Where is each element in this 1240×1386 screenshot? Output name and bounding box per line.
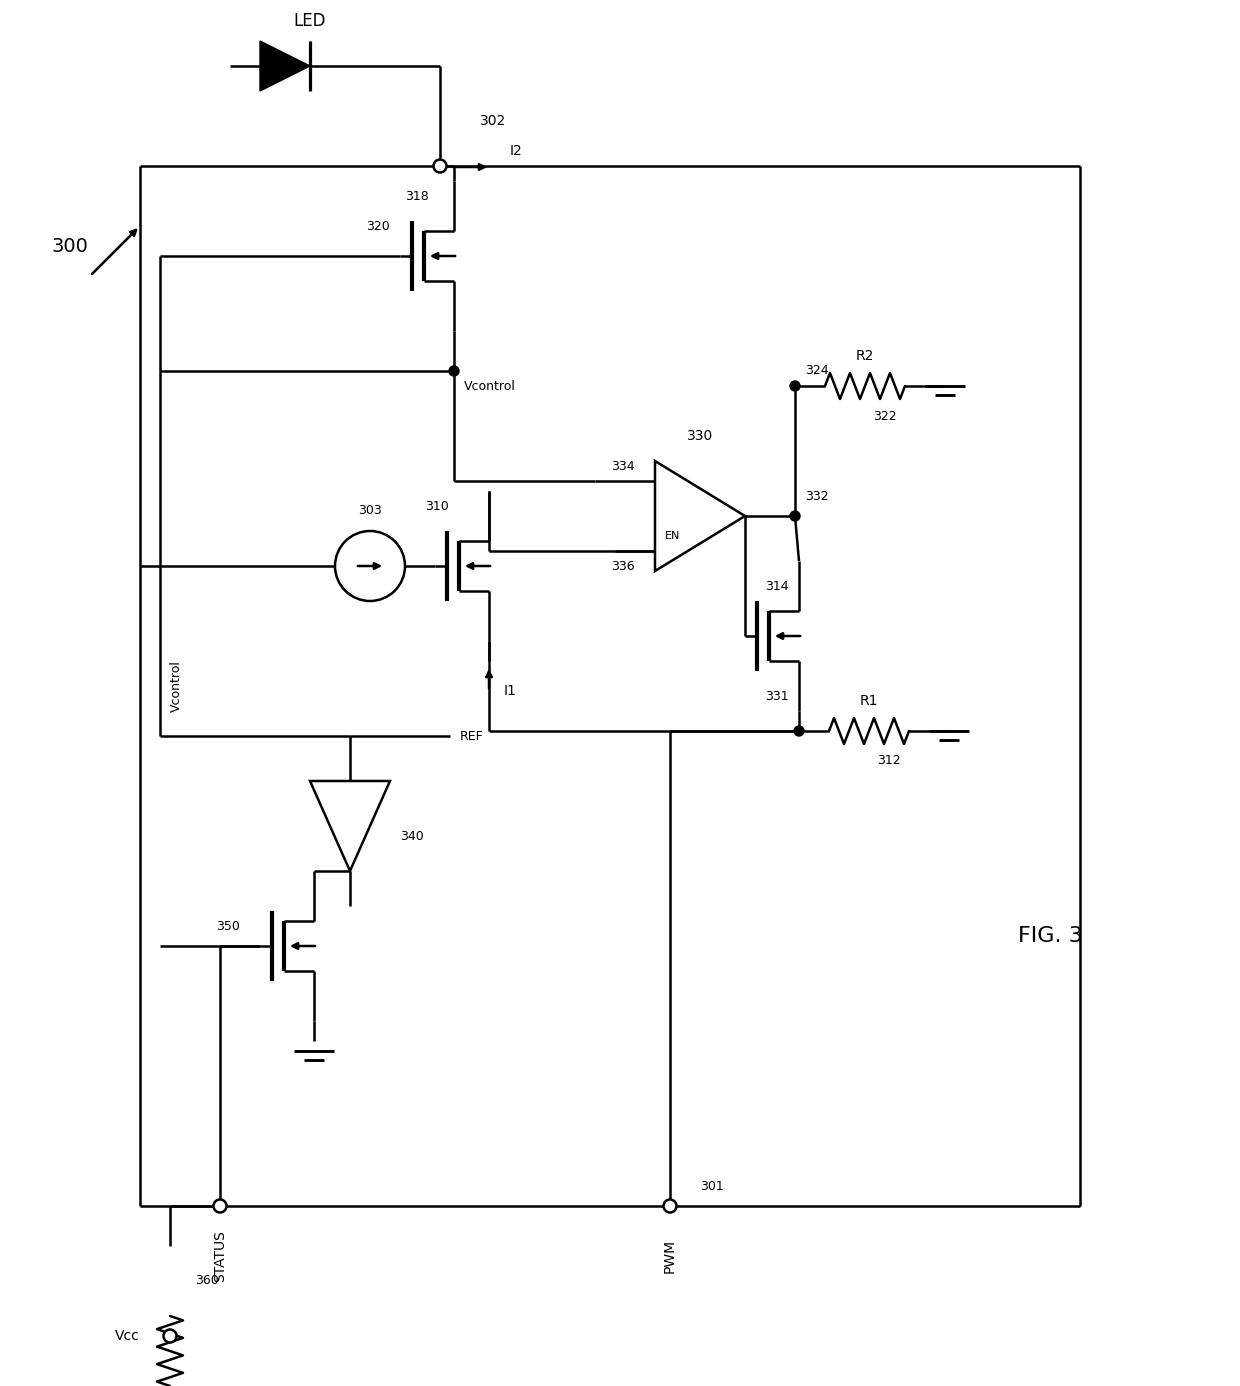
- Polygon shape: [310, 780, 391, 870]
- Text: STATUS: STATUS: [213, 1229, 227, 1282]
- Text: Vcc: Vcc: [115, 1329, 140, 1343]
- Circle shape: [434, 159, 446, 172]
- Text: 324: 324: [805, 365, 828, 377]
- Text: R1: R1: [859, 694, 878, 708]
- Text: 340: 340: [401, 829, 424, 843]
- Text: 312: 312: [877, 754, 900, 768]
- Text: 314: 314: [765, 579, 789, 592]
- Circle shape: [790, 381, 800, 391]
- Text: I1: I1: [503, 685, 517, 699]
- Text: Vcontrol: Vcontrol: [464, 380, 516, 392]
- Text: 350: 350: [216, 919, 241, 933]
- Text: EN: EN: [665, 531, 681, 541]
- Text: 332: 332: [805, 489, 828, 503]
- Circle shape: [213, 1199, 227, 1213]
- Text: REF: REF: [460, 729, 484, 743]
- Circle shape: [790, 511, 800, 521]
- Text: 300: 300: [52, 237, 88, 255]
- Text: 334: 334: [611, 460, 635, 473]
- Text: 310: 310: [425, 499, 449, 513]
- Circle shape: [449, 366, 459, 376]
- Text: 336: 336: [611, 560, 635, 572]
- Text: PWM: PWM: [663, 1239, 677, 1274]
- Text: 301: 301: [701, 1179, 724, 1192]
- Text: 320: 320: [366, 219, 391, 233]
- Polygon shape: [260, 42, 310, 91]
- Polygon shape: [655, 462, 745, 571]
- Text: Vcontrol: Vcontrol: [170, 660, 184, 712]
- Text: 303: 303: [358, 505, 382, 517]
- Text: 322: 322: [873, 409, 897, 423]
- Text: I2: I2: [510, 144, 523, 158]
- Circle shape: [794, 726, 804, 736]
- Text: LED: LED: [294, 12, 326, 30]
- Text: R2: R2: [856, 349, 874, 363]
- Text: 330: 330: [687, 430, 713, 444]
- Text: 302: 302: [480, 114, 506, 128]
- Text: FIG. 3: FIG. 3: [1018, 926, 1083, 947]
- Text: 331: 331: [765, 689, 789, 703]
- Text: 318: 318: [405, 190, 429, 202]
- Circle shape: [164, 1329, 176, 1343]
- Circle shape: [335, 531, 405, 602]
- Text: 360: 360: [195, 1275, 218, 1288]
- Circle shape: [663, 1199, 677, 1213]
